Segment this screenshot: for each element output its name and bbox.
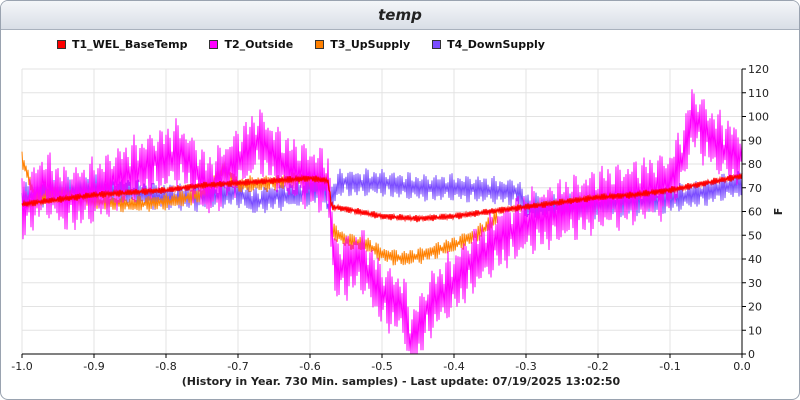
- x-tick-label: -0.8: [155, 360, 176, 373]
- y-tick-label: 120: [748, 63, 769, 76]
- legend: T1_WEL_BaseTemp T2_Outside T3_UpSupply T4_D…: [57, 38, 545, 51]
- x-tick-label: -0.2: [587, 360, 608, 373]
- legend-item: T3_UpSupply: [315, 38, 410, 51]
- x-tick-label: -0.9: [83, 360, 104, 373]
- legend-item: T4_DownSupply: [432, 38, 545, 51]
- title-bar: temp: [1, 1, 799, 30]
- y-tick-label: 30: [748, 277, 762, 290]
- y-tick-label: 100: [748, 111, 769, 124]
- y-tick-label: 0: [748, 348, 755, 361]
- y-tick-label: 60: [748, 206, 762, 219]
- y-axis-label: F: [772, 208, 785, 216]
- footer-status: (History in Year. 730 Min. samples) - La…: [181, 375, 621, 388]
- y-tick-label: 20: [748, 301, 762, 314]
- legend-swatch: [57, 40, 66, 49]
- x-tick-label: -0.5: [371, 360, 392, 373]
- y-tick-label: 50: [748, 229, 762, 242]
- legend-swatch: [315, 40, 325, 49]
- x-tick-label: -0.4: [443, 360, 464, 373]
- x-tick-label: 0.0: [733, 360, 751, 373]
- series-line-T1_WEL_BaseTemp: [21, 173, 743, 223]
- y-tick-label: 70: [748, 182, 762, 195]
- legend-label: T2_Outside: [224, 38, 294, 51]
- series-line-T2_Outside: [21, 89, 743, 355]
- x-tick-label: -0.6: [299, 360, 320, 373]
- legend-swatch: [432, 40, 442, 49]
- y-tick-label: 10: [748, 324, 762, 337]
- y-tick-label: 90: [748, 134, 762, 147]
- legend-item: T1_WEL_BaseTemp: [57, 38, 187, 51]
- y-tick-label: 40: [748, 253, 762, 266]
- x-tick-label: -0.3: [515, 360, 536, 373]
- x-tick-label: -0.1: [659, 360, 680, 373]
- chart-title: temp: [378, 6, 422, 24]
- legend-label: T3_UpSupply: [330, 38, 411, 51]
- x-tick-label: -0.7: [227, 360, 248, 373]
- y-tick-label: 80: [748, 158, 762, 171]
- y-tick-label: 110: [748, 87, 769, 100]
- legend-item: T2_Outside: [209, 38, 293, 51]
- legend-label: T4_DownSupply: [447, 38, 545, 51]
- legend-label: T1_WEL_BaseTemp: [72, 38, 188, 51]
- x-tick-label: -1.0: [11, 360, 32, 373]
- legend-swatch: [209, 40, 219, 49]
